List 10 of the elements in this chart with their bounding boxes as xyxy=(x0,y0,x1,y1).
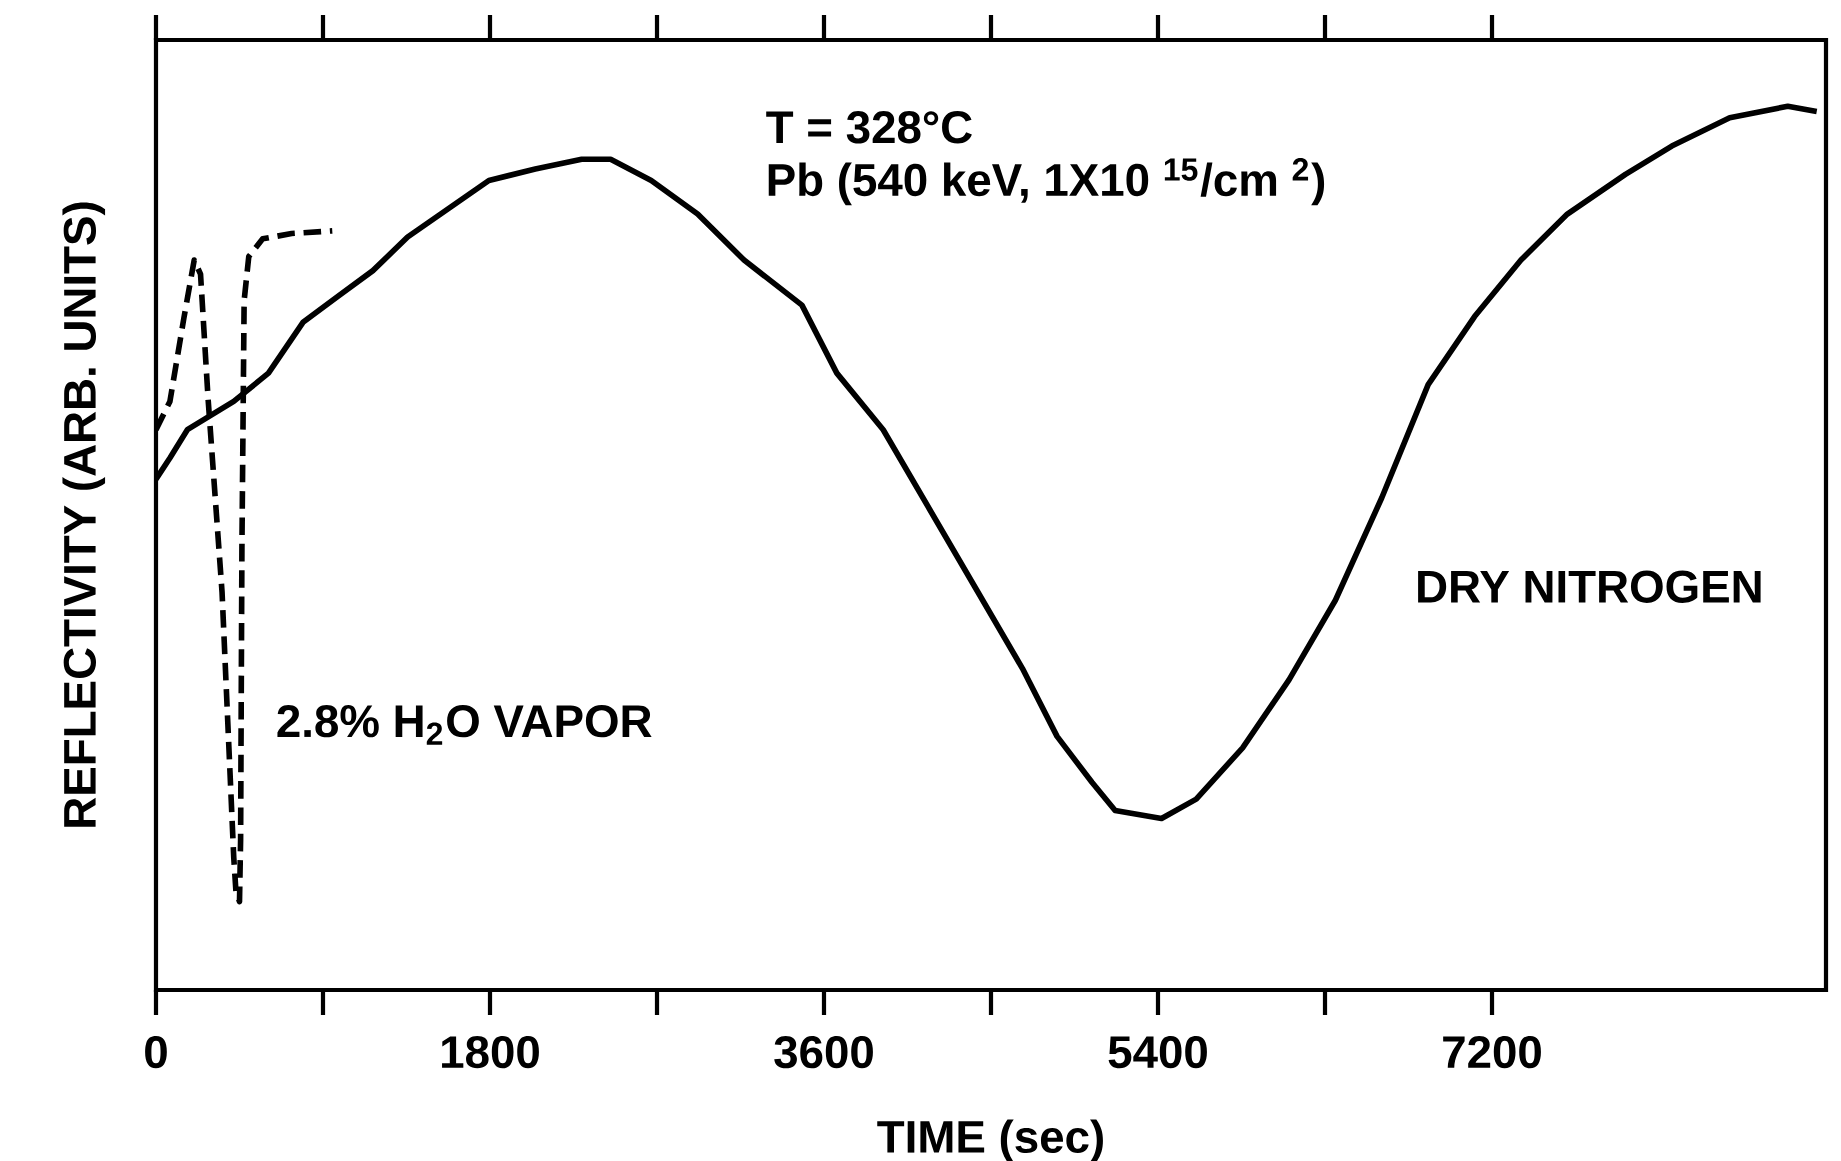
annotation: Pb (540 keV, 1X10 $^{15}$/cm $^{2}$) xyxy=(768,158,1325,206)
y-axis-title: REFLECTIVITY (ARB. UNITS) xyxy=(62,202,106,827)
x-tick-label: 3600 xyxy=(774,1035,873,1069)
series-label: DRY NITROGEN xyxy=(1418,570,1761,603)
x-tick-label: 7200 xyxy=(1443,1035,1541,1069)
x-tick-label: 1800 xyxy=(442,1035,539,1069)
x-tick-label: 0 xyxy=(145,1035,167,1069)
x-tick-label: 5400 xyxy=(1108,1035,1207,1069)
series-label: 2.8% H$_{2}$O VAPOR xyxy=(277,705,652,745)
annotation: T = 328°C xyxy=(766,111,972,144)
